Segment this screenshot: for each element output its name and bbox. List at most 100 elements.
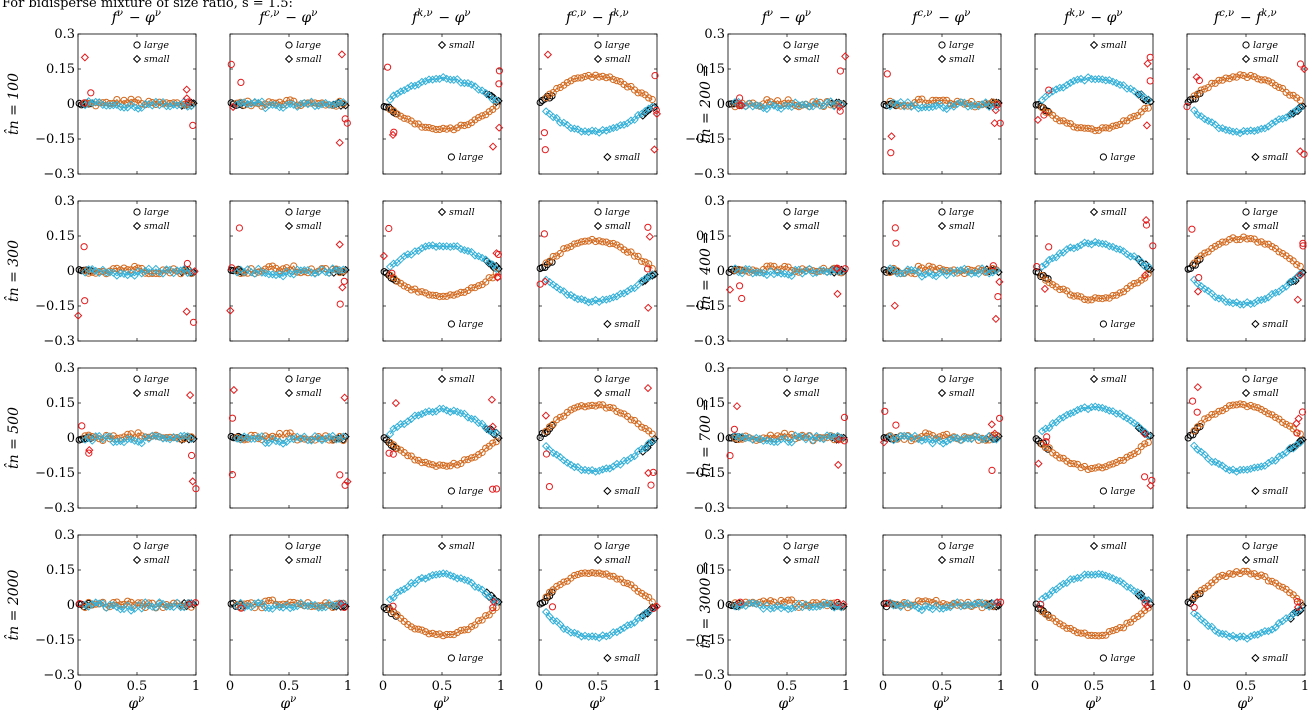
data-point-small [1267,119,1277,128]
data-point-small [492,95,501,105]
data-point-small [282,601,291,610]
data-point-large [616,409,625,417]
data-point-large [471,116,479,124]
data-point-large [1201,249,1209,257]
data-point-large [254,268,262,276]
data-point-small [385,595,395,604]
y-tick-label: −0.15 [35,466,75,481]
data-point-large [1066,624,1075,633]
data-point-large [166,433,174,441]
data-point-outlier [542,450,551,458]
data-point-large [1098,295,1106,303]
data-point-small [644,104,653,113]
column-title: fc,ν − fk,ν [1213,8,1278,26]
data-point-outlier [1042,438,1050,446]
data-point-small [492,598,501,607]
data-point-outlier [1033,263,1041,271]
data-point-outlier [1296,147,1305,156]
data-point-large [418,288,426,296]
data-point-small [1119,412,1128,421]
data-point-small [1239,465,1248,474]
data-point-small [616,289,625,298]
data-point-small [453,574,462,583]
data-point-outlier [389,602,397,610]
data-point-small [956,602,966,611]
data-point-small [1246,299,1255,309]
data-point-outlier [185,600,194,609]
data-point-large [134,599,142,607]
data-point-small [942,602,951,612]
data-point-small [467,578,476,587]
x-tick-label: 1 [653,679,661,694]
data-point-small [268,434,277,443]
data-point-large [1091,464,1099,472]
data-point-large [1052,618,1060,626]
data-point-small [573,629,583,639]
data-point-large [1112,625,1121,634]
data-point-small [595,466,604,475]
data-point-small [307,600,316,610]
data-point-large [542,259,550,267]
data-point-small [485,258,494,267]
data-point-small [236,598,245,608]
data-point-large [1247,235,1255,243]
data-point-small [1062,245,1072,254]
data-point-small [1214,124,1224,133]
data-point-small [393,588,402,597]
data-point-small [616,460,625,469]
data-point-large [485,611,493,619]
data-point-small [808,102,818,111]
data-point-large [1296,430,1304,438]
data-point-large [556,83,564,92]
x-axis-label: φν [1085,694,1102,710]
data-point-large [411,120,419,128]
data-point-large [145,433,153,441]
data-point-small [1122,250,1132,259]
data-point-outlier [996,119,1004,127]
data-point-small [776,435,786,444]
data-point-large [791,267,799,275]
data-point-large [641,592,649,600]
annotation-marker [603,486,612,496]
data-point-small [1253,463,1262,472]
y-tick-label: 0 [717,97,725,112]
data-point-outlier [1300,64,1309,74]
data-point-small [296,434,305,443]
data-point-large [407,452,415,460]
legend-marker-large [1242,375,1250,383]
data-point-large [1091,127,1099,135]
data-point-small [974,433,983,442]
data-point-small [953,266,962,275]
data-point-large [827,599,835,608]
data-point-large [890,600,898,608]
data-point-outlier [1141,599,1149,607]
data-point-large [549,420,557,428]
data-point-small [1122,414,1132,423]
data-point-small [172,101,182,110]
data-point-small [981,267,990,276]
data-point-large [638,423,646,431]
data-point-large [124,597,132,605]
data-point-large [784,596,792,604]
data-point-large [641,258,649,266]
legend-marker-large [133,41,141,49]
data-point-large [393,277,401,285]
data-point-small [808,436,818,445]
series-line [389,76,497,101]
data-point-large [99,268,107,276]
data-point-outlier [340,603,348,612]
data-point-large [1240,71,1248,80]
data-point-small [1281,614,1291,623]
data-point-small [1228,127,1238,136]
data-point-large [606,403,614,412]
data-point-large [645,260,653,268]
data-point-small [988,435,997,444]
x-tick-label: 0.5 [777,679,798,694]
data-point-small [310,269,320,278]
data-point-outlier [1189,397,1197,405]
data-point-large [1070,292,1078,300]
data-point-large [432,462,440,470]
